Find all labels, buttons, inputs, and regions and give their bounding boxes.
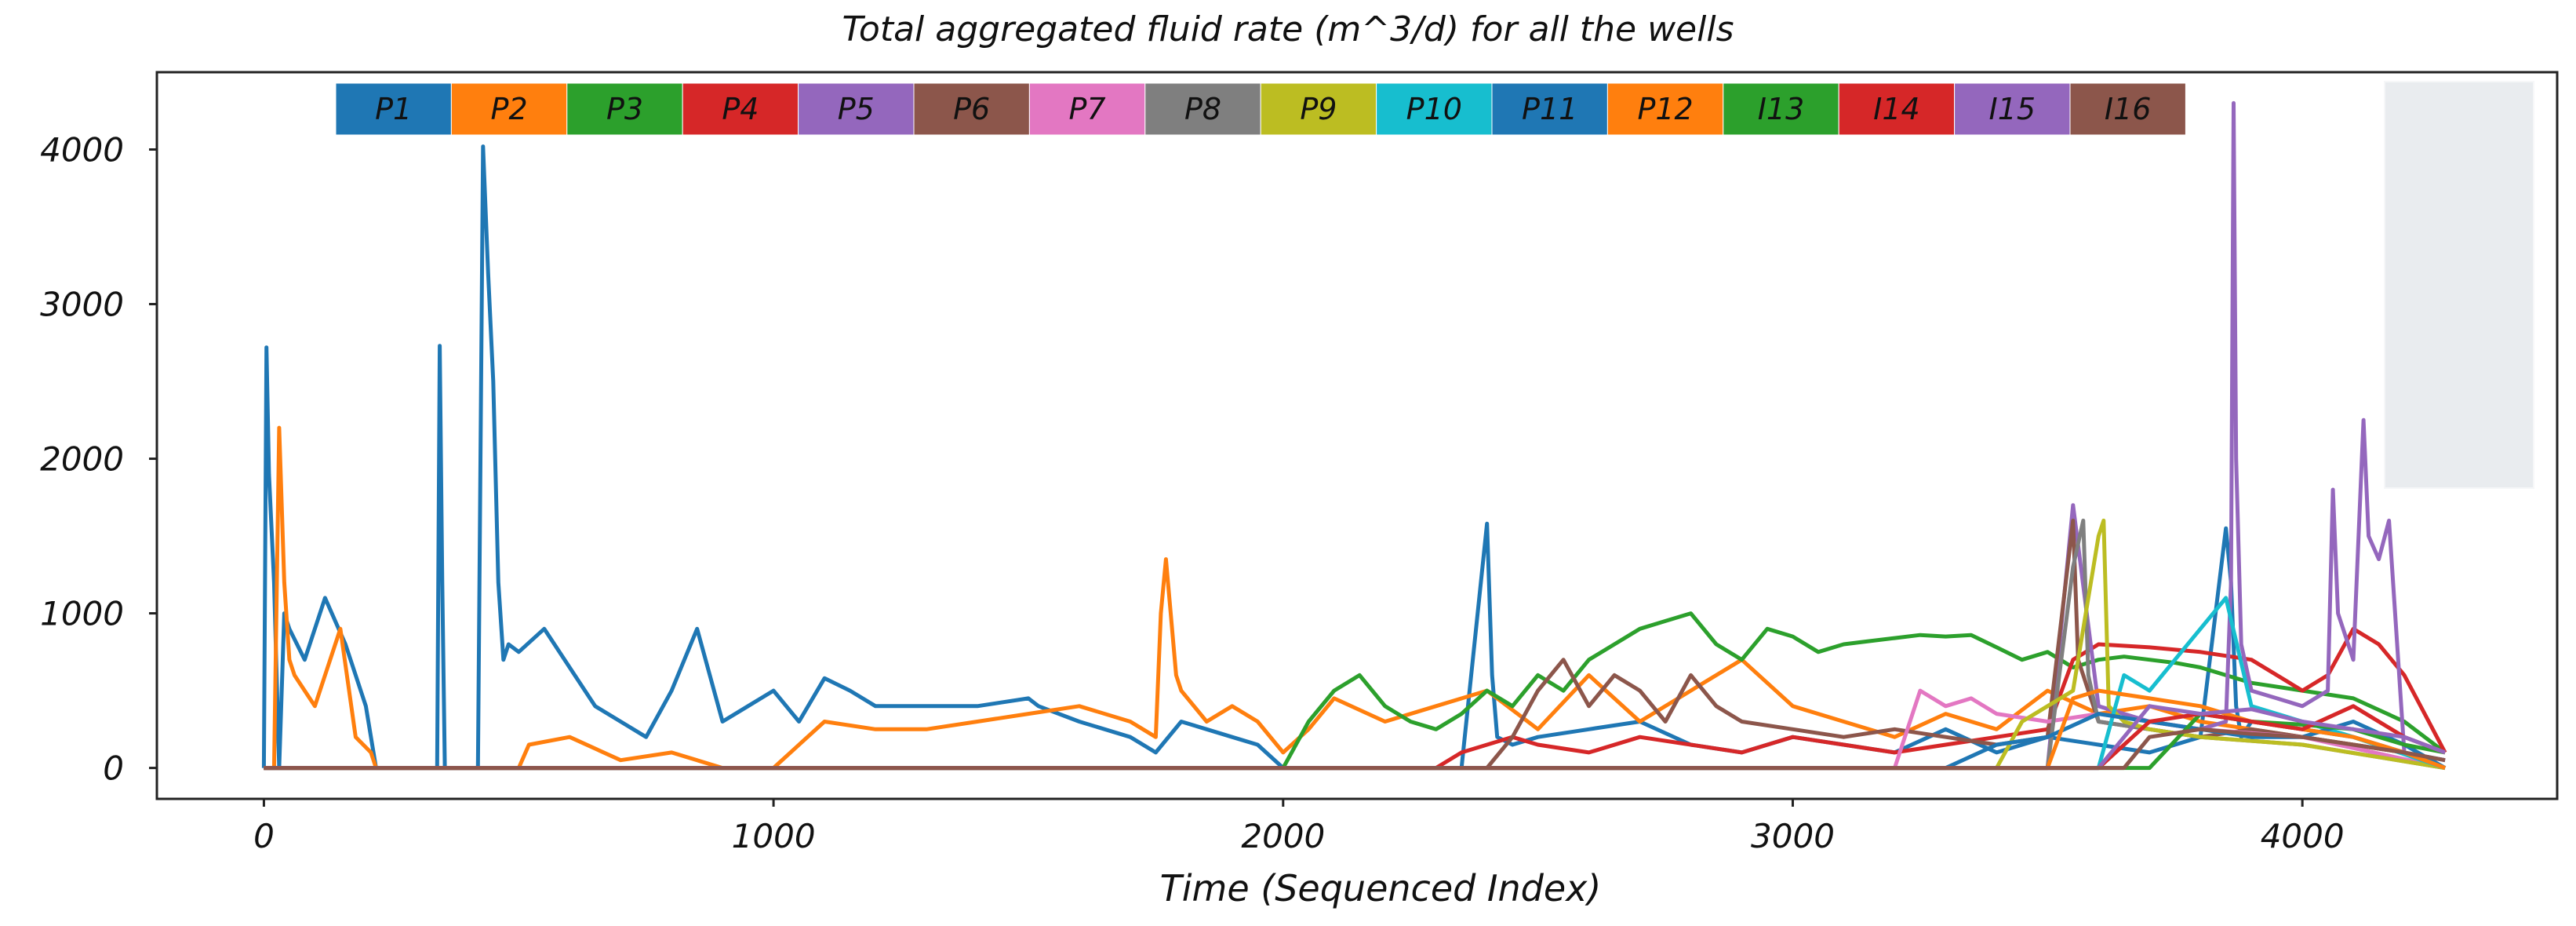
- legend-swatch-i15: [1954, 82, 2071, 136]
- x-tick-label: 2000: [1241, 817, 1325, 855]
- legend-label-p6: P6: [953, 92, 990, 126]
- legend-swatch-p12: [1606, 82, 1724, 136]
- legend-swatch-p8: [1144, 82, 1261, 136]
- series-group: [261, 100, 2447, 771]
- series-line-p12: [264, 688, 2446, 771]
- series-line-p4: [264, 626, 2447, 771]
- chart-title: Total aggregated fluid rate (m^3/d) for …: [842, 9, 1734, 49]
- plot-area: [261, 100, 2447, 771]
- legend-label-p1: P1: [375, 92, 412, 126]
- legend-label-i16: I16: [2105, 92, 2152, 126]
- legend-swatch-i16: [2069, 82, 2186, 136]
- legend-swatch-p2: [450, 82, 568, 136]
- series-line-i13: [264, 712, 2446, 771]
- legend-swatch-p11: [1491, 82, 1608, 136]
- x-tick-label: 1000: [732, 817, 816, 855]
- legend-swatch-p3: [566, 82, 683, 136]
- legend-swatch-i13: [1723, 82, 1839, 136]
- legend-label-p9: P9: [1300, 92, 1337, 126]
- x-axis: 0 1000 2000 3000 4000: [253, 799, 2345, 855]
- legend-label-p4: P4: [722, 92, 759, 126]
- y-tick-label: 2000: [40, 440, 124, 479]
- legend-swatch-p4: [682, 82, 799, 136]
- legend-swatch-i14: [1838, 82, 1956, 136]
- legend-label-p2: P2: [491, 92, 528, 126]
- x-axis-label: Time (Sequenced Index): [1160, 867, 1602, 910]
- legend-label-p11: P11: [1522, 92, 1577, 126]
- series-line-p11: [264, 712, 2447, 771]
- legend-swatch-p5: [798, 82, 915, 136]
- series-line-p2: [264, 425, 2446, 771]
- legend-swatch-p7: [1028, 82, 1146, 136]
- legend-label-p10: P10: [1406, 92, 1462, 126]
- series-line-p9: [264, 518, 2446, 771]
- x-tick-label: 4000: [2261, 817, 2345, 855]
- legend: P1 P2 P3 P4 P5 P6 P7 P8 P9 P10 P11 P12 I13 I14 I15 I16: [335, 82, 2186, 136]
- series-line-p1: [261, 144, 2446, 771]
- tooltip-panel: [2384, 81, 2534, 489]
- y-tick-label: 3000: [40, 286, 124, 324]
- legend-label-i13: I13: [1758, 92, 1805, 126]
- plot-frame: [155, 71, 2559, 800]
- legend-swatch-p9: [1260, 82, 1377, 136]
- series-line-i14: [264, 704, 2446, 771]
- y-axis: 0 1000 2000 3000 4000: [40, 131, 157, 788]
- y-tick-label: 0: [103, 749, 124, 788]
- series-line-i16: [264, 727, 2446, 771]
- legend-label-p3: P3: [606, 92, 643, 126]
- x-tick-label: 0: [253, 817, 275, 855]
- legend-label-p7: P7: [1069, 92, 1106, 126]
- y-tick-label: 4000: [40, 131, 124, 170]
- legend-swatch-p1: [335, 82, 452, 136]
- legend-label-p12: P12: [1637, 92, 1693, 126]
- y-tick-label: 1000: [40, 595, 124, 633]
- legend-swatch-p10: [1376, 82, 1493, 136]
- legend-label-p8: P8: [1184, 92, 1221, 126]
- legend-label-i15: I15: [1989, 92, 2036, 126]
- legend-label-p5: P5: [838, 92, 875, 126]
- legend-swatch-p6: [913, 82, 1030, 136]
- series-line-i15: [264, 704, 2446, 771]
- x-tick-label: 3000: [1751, 817, 1835, 855]
- legend-label-i14: I14: [1873, 92, 1920, 126]
